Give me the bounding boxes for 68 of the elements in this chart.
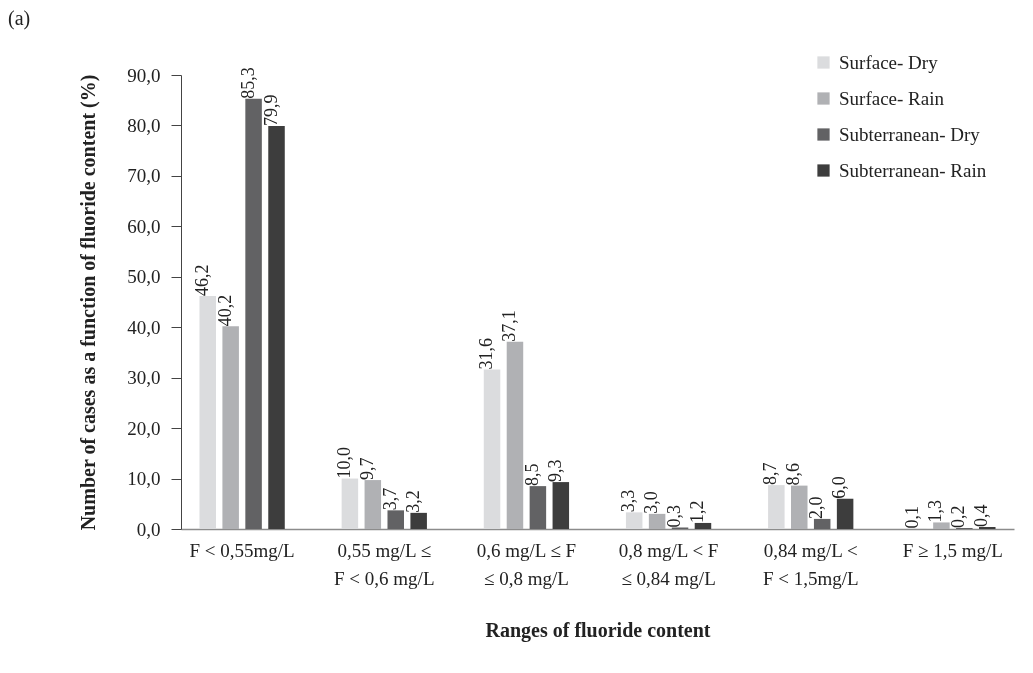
bar xyxy=(387,510,404,529)
bar xyxy=(529,486,547,529)
y-tick-label: 60,0 xyxy=(127,215,161,237)
data-label: 8,7 xyxy=(760,462,781,486)
legend-label: Subterranean- Rain xyxy=(839,159,987,181)
bar xyxy=(933,522,950,529)
data-label: 8,6 xyxy=(783,463,804,486)
data-label: 85,3 xyxy=(237,67,258,99)
y-tick-label: 90,0 xyxy=(127,64,161,86)
bar xyxy=(625,512,643,529)
bar xyxy=(245,98,262,529)
legend-label: Surface- Rain xyxy=(839,87,945,109)
bar xyxy=(552,482,570,529)
data-label: 3,0 xyxy=(641,491,662,514)
data-label: 3,2 xyxy=(402,490,423,513)
data-label: 79,9 xyxy=(260,94,281,126)
y-tick-label: 40,0 xyxy=(127,316,161,338)
data-label: 46,2 xyxy=(191,264,212,296)
x-tick-label: 0,84 mg/L < F < 1,5mg/L xyxy=(762,539,859,589)
bar xyxy=(268,125,285,529)
bar xyxy=(410,512,427,529)
data-label: 1,2 xyxy=(686,500,707,523)
data-label: 1,3 xyxy=(925,499,946,523)
data-label: 8,5 xyxy=(521,463,542,487)
data-label: 6,0 xyxy=(829,476,850,499)
bar xyxy=(648,513,666,529)
data-label: 2,0 xyxy=(806,496,827,519)
data-label: 40,2 xyxy=(214,294,235,327)
y-tick-label: 10,0 xyxy=(127,468,161,490)
legend-label: Subterranean- Dry xyxy=(839,123,981,145)
x-tick-label: F < 0,55mg/L xyxy=(189,539,295,561)
data-label: 37,1 xyxy=(498,310,519,342)
data-label: 3,3 xyxy=(618,489,639,513)
data-label: 31,6 xyxy=(476,338,497,370)
data-label: 0,4 xyxy=(971,504,992,527)
bar xyxy=(364,480,382,529)
text: (a) xyxy=(8,7,31,30)
bar xyxy=(199,295,216,529)
data-label: 0,3 xyxy=(664,504,685,528)
data-label: 10,0 xyxy=(333,447,354,479)
y-tick-label: 80,0 xyxy=(127,114,161,136)
data-label: 0,2 xyxy=(948,505,969,528)
x-axis-title: Ranges of fluoride content xyxy=(485,618,711,642)
y-axis-title: Number of cases as a function of fluoride content (%) xyxy=(77,74,101,531)
bar xyxy=(222,326,239,529)
y-tick-label: 70,0 xyxy=(127,165,161,187)
data-label: 9,3 xyxy=(544,459,565,483)
bar xyxy=(341,478,359,529)
bar xyxy=(979,526,996,529)
data-label: 0,1 xyxy=(902,506,923,529)
data-label: 9,7 xyxy=(356,457,377,481)
bar xyxy=(813,518,831,529)
bar xyxy=(506,341,524,529)
legend-label: Surface- Dry xyxy=(839,51,939,73)
bar xyxy=(836,498,854,529)
bar xyxy=(768,485,785,529)
x-tick-label: 0,55 mg/L ≤ F < 0,6 mg/L xyxy=(334,539,435,589)
data-label: 3,7 xyxy=(379,487,400,511)
y-tick-label: 30,0 xyxy=(127,367,161,389)
y-tick-label: 0,0 xyxy=(136,518,161,540)
y-tick-label: 50,0 xyxy=(127,266,161,288)
x-tick-label: F ≥ 1,5 mg/L xyxy=(902,539,1003,561)
x-tick-label: 0,8 mg/L < F ≤ 0,84 mg/L xyxy=(618,539,719,589)
bar xyxy=(694,522,712,529)
bar xyxy=(483,369,501,529)
bar xyxy=(791,485,808,529)
x-tick-label: 0,6 mg/L ≤ F ≤ 0,8 mg/L xyxy=(476,539,577,589)
y-tick-label: 20,0 xyxy=(127,417,161,439)
